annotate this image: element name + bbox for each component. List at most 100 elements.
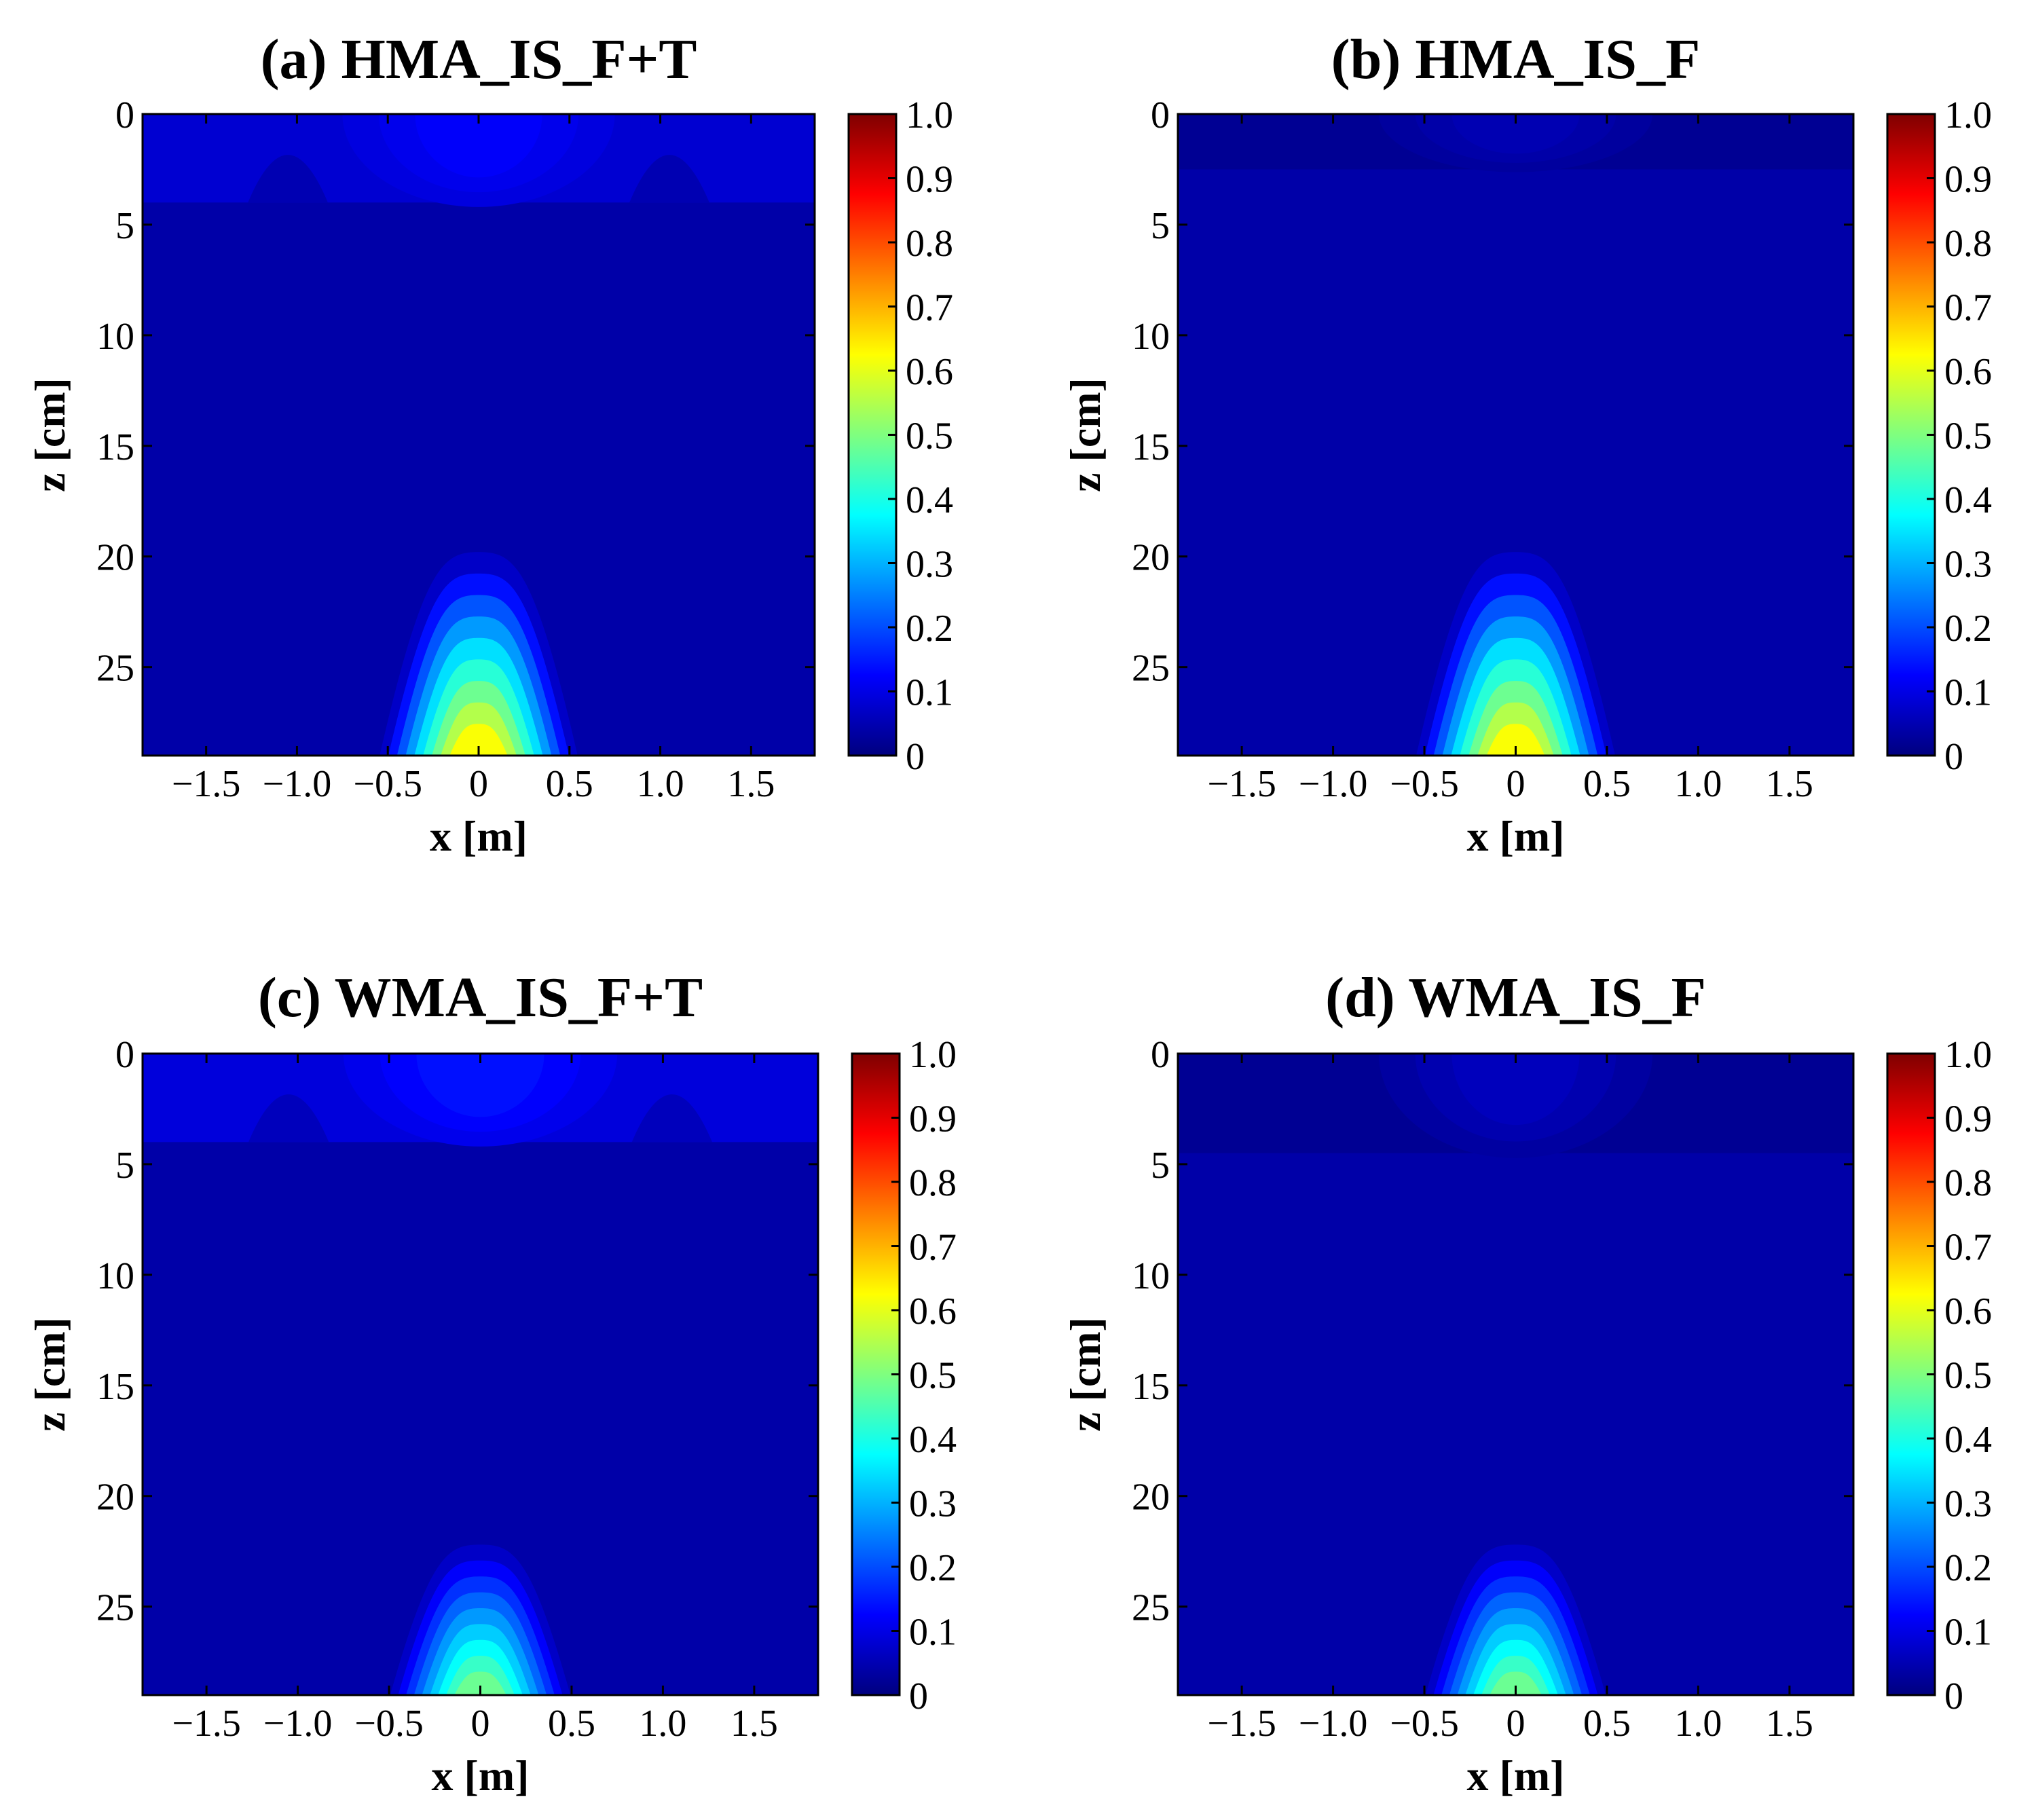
y-axis-label: z [cm] <box>1061 1317 1109 1432</box>
surface-side-bump <box>248 155 328 203</box>
x-tick-label: −1.0 <box>263 1703 333 1745</box>
colorbar-tick-label: 1.0 <box>1944 94 1992 136</box>
x-tick-label: −0.5 <box>1390 1703 1459 1745</box>
x-tick-label: 1.0 <box>1674 1703 1722 1745</box>
colorbar-tick-label: 0.3 <box>1944 1483 1992 1525</box>
y-tick-label: 0 <box>1151 94 1170 136</box>
x-tick-label: 0.5 <box>1583 763 1631 805</box>
y-tick-label: 10 <box>1132 1255 1170 1297</box>
x-tick-label: 0 <box>469 763 488 805</box>
source-contour <box>1486 724 1545 756</box>
x-tick-label: 1.0 <box>639 1703 686 1745</box>
y-tick-label: 5 <box>115 1145 134 1187</box>
y-tick-label: 15 <box>1132 426 1170 468</box>
source-contour <box>449 724 508 756</box>
x-axis-label: x [m] <box>430 812 528 860</box>
x-tick-label: 1.5 <box>727 763 775 805</box>
y-axis-label: z [cm] <box>26 377 74 492</box>
colorbar-tick-label: 0.5 <box>906 415 953 458</box>
x-tick-label: 1.0 <box>637 763 684 805</box>
y-tick-label: 0 <box>1151 1034 1170 1076</box>
colorbar-tick-label: 0.8 <box>909 1162 957 1204</box>
y-tick-label: 0 <box>115 94 134 136</box>
y-tick-label: 15 <box>96 1366 134 1408</box>
source-contour <box>454 1671 506 1695</box>
y-tick-label: 5 <box>1151 1145 1170 1187</box>
colorbar-tick-label: 0 <box>1944 1675 1963 1717</box>
colorbar-tick-label: 0.9 <box>1944 1098 1992 1140</box>
x-tick-label: 1.0 <box>1674 763 1722 805</box>
colorbar-tick-label: 0 <box>909 1675 928 1717</box>
x-tick-label: 0.5 <box>548 1703 595 1745</box>
colorbar-tick-label: 1.0 <box>906 94 953 136</box>
panel-title: (c) WMA_IS_F+T <box>258 966 703 1029</box>
y-tick-label: 0 <box>115 1034 134 1076</box>
x-tick-label: −1.0 <box>1299 763 1368 805</box>
colorbar-tick-label: 0.1 <box>1944 1612 1992 1654</box>
x-tick-label: −1.0 <box>263 763 332 805</box>
colorbar-tick-label: 0.1 <box>909 1612 957 1654</box>
colorbar-tick-label: 1.0 <box>1944 1034 1992 1076</box>
x-tick-label: −0.5 <box>353 763 422 805</box>
x-tick-label: −1.5 <box>172 763 241 805</box>
colorbar-tick-label: 0.2 <box>1944 608 1992 650</box>
x-tick-label: 1.5 <box>1766 1703 1813 1745</box>
colorbar-tick-label: 0.8 <box>1944 1162 1992 1204</box>
y-axis-label: z [cm] <box>26 1317 74 1432</box>
plot-area-c <box>143 1054 818 1695</box>
colorbar-tick-label: 0.4 <box>906 479 953 521</box>
colorbar-tick-label: 0.4 <box>1944 479 1992 521</box>
x-tick-label: 0.5 <box>546 763 593 805</box>
x-tick-label: −1.5 <box>1207 763 1276 805</box>
colorbar-tick-label: 1.0 <box>909 1034 957 1076</box>
panel-d: (d) WMA_IS_F −1.5 −1.0 −0.5 0 0.5 1.0 1.5 0 5 10 15… <box>1061 966 1992 1800</box>
colorbar-tick-label: 0.3 <box>906 544 953 586</box>
colorbar-tick-label: 0.2 <box>906 608 953 650</box>
y-tick-label: 20 <box>96 537 134 579</box>
y-tick-label: 15 <box>96 426 134 468</box>
colorbar-tick-label: 0.7 <box>1944 287 1992 329</box>
surface-side-bump <box>248 1094 329 1143</box>
colorbar-tick-label: 0.6 <box>1944 1290 1992 1333</box>
x-tick-label: 1.5 <box>731 1703 778 1745</box>
x-axis-label: x [m] <box>432 1751 530 1800</box>
colorbar-tick-label: 0 <box>906 736 925 778</box>
x-tick-label: −0.5 <box>354 1703 424 1745</box>
x-tick-label: −0.5 <box>1390 763 1459 805</box>
y-tick-label: 25 <box>96 1587 134 1629</box>
x-tick-label: −1.5 <box>1207 1703 1276 1745</box>
y-tick-label: 25 <box>1132 1587 1170 1629</box>
colorbar-tick-label: 0.6 <box>906 351 953 393</box>
colorbar-tick-label: 0.8 <box>1944 223 1992 265</box>
y-tick-label: 20 <box>1132 1477 1170 1519</box>
panel-a: (a) HMA_IS_F+T −1.5 −1.0 −0.5 0 0.5 1.0 1.5 0 5 10… <box>26 28 953 860</box>
surface-side-bump <box>631 1094 713 1143</box>
colorbar-tick-label: 0.4 <box>909 1419 957 1461</box>
source-contour <box>1490 1671 1542 1695</box>
colorbar-tick-label: 0.4 <box>1944 1419 1992 1461</box>
y-tick-label: 20 <box>96 1477 134 1519</box>
colorbar-tick-label: 0.5 <box>1944 1355 1992 1397</box>
x-tick-label: −1.0 <box>1299 1703 1368 1745</box>
panel-title: (a) HMA_IS_F+T <box>261 28 697 91</box>
x-axis-label: x [m] <box>1467 812 1565 860</box>
y-tick-label: 25 <box>1132 648 1170 690</box>
y-tick-label: 25 <box>96 648 134 690</box>
y-tick-label: 15 <box>1132 1366 1170 1408</box>
y-tick-label: 10 <box>1132 316 1170 358</box>
colorbar-tick-label: 0.3 <box>909 1483 957 1525</box>
surface-contour <box>416 1054 544 1117</box>
plot-area-a <box>143 114 815 756</box>
x-tick-label: 0 <box>471 1703 490 1745</box>
colorbar-tick-label: 0.6 <box>909 1290 957 1333</box>
y-axis-label: z [cm] <box>1061 377 1109 492</box>
plot-area-d <box>1178 1054 1853 1695</box>
colorbar-tick-label: 0.1 <box>906 672 953 714</box>
colorbar-tick-label: 0.5 <box>909 1355 957 1397</box>
colorbar-tick-label: 0.3 <box>1944 544 1992 586</box>
panel-title: (d) WMA_IS_F <box>1325 966 1706 1029</box>
colorbar-tick-label: 0.2 <box>1944 1547 1992 1589</box>
colorbar-tick-label: 0.2 <box>909 1547 957 1589</box>
colorbar-tick-label: 0.8 <box>906 223 953 265</box>
